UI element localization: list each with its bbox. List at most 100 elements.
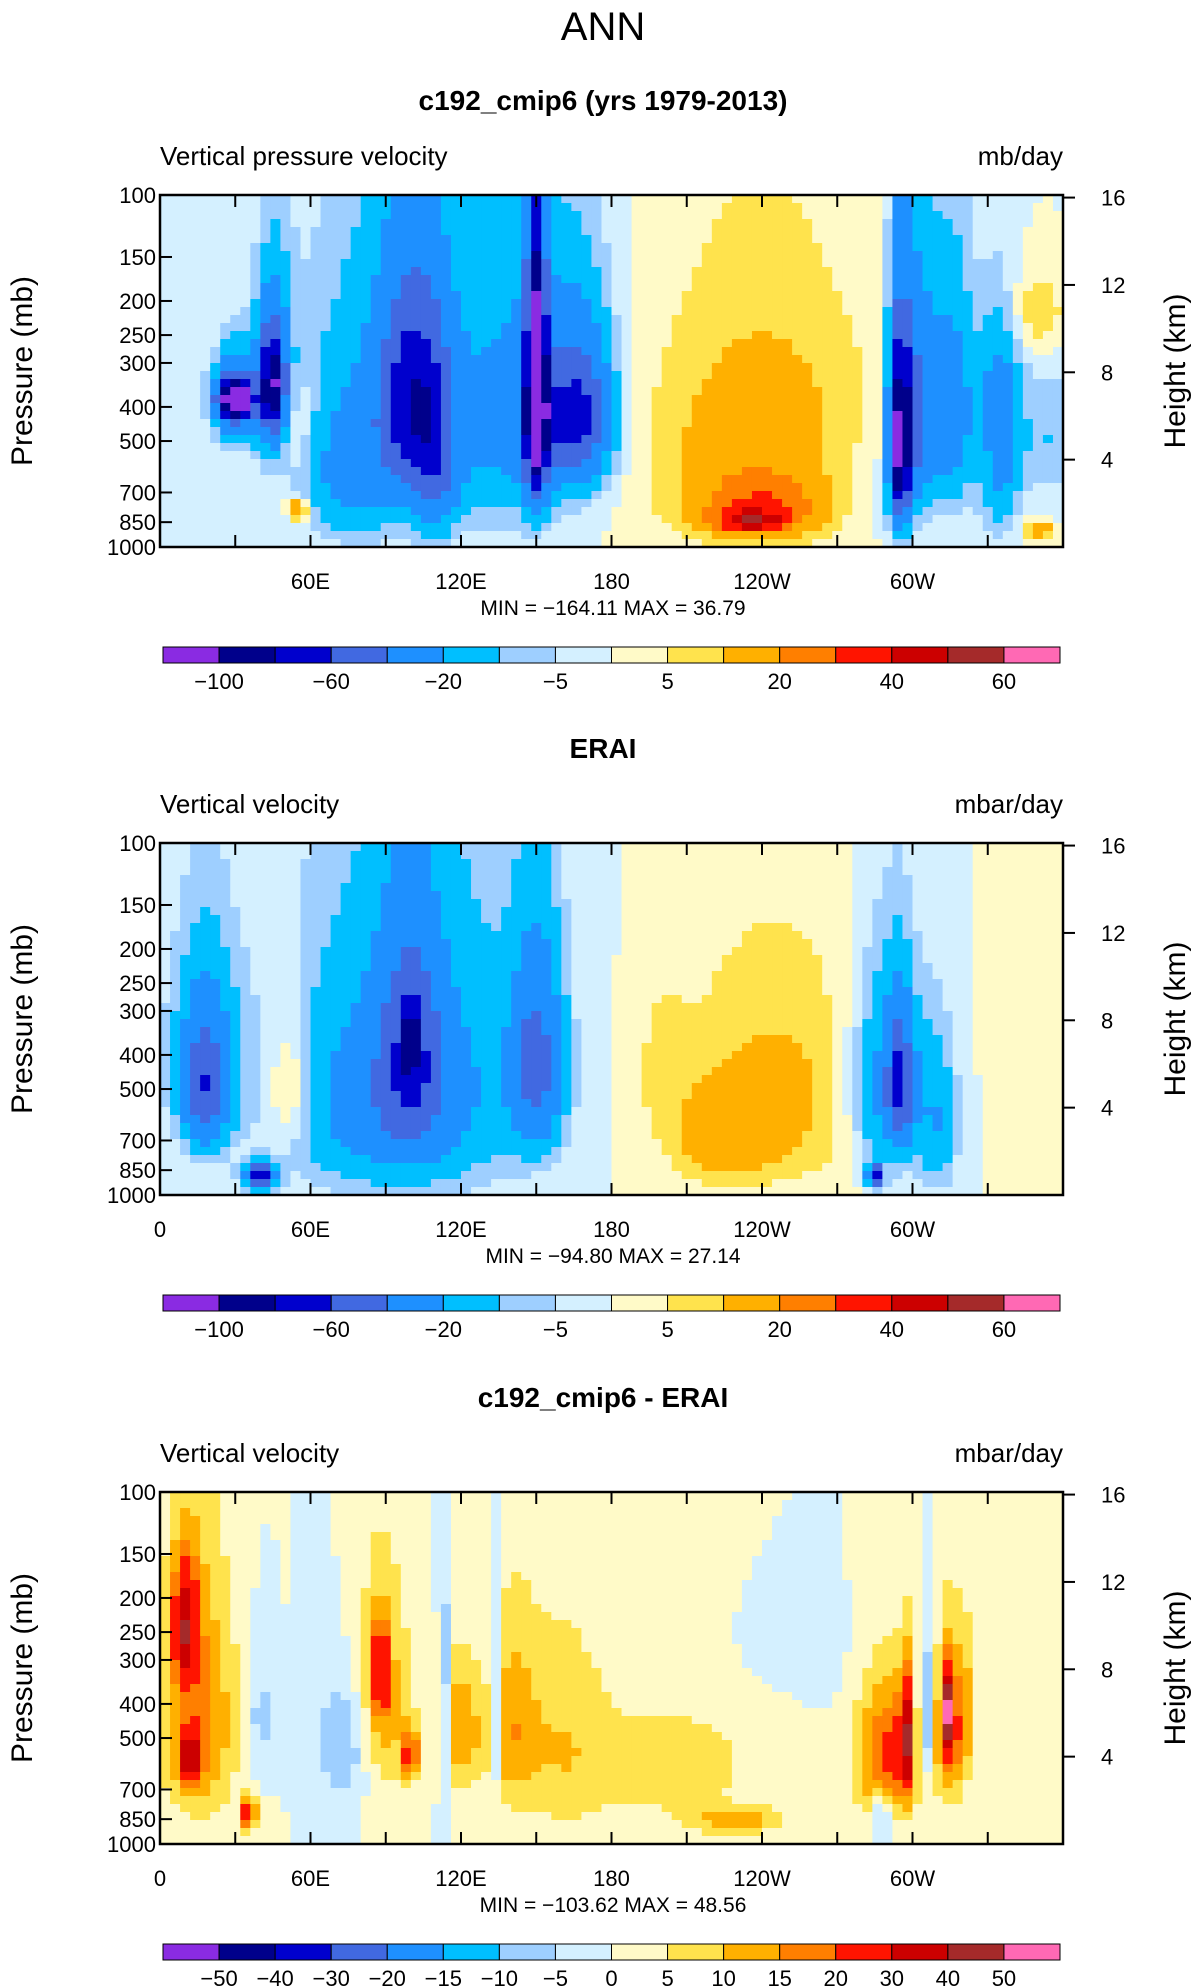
heatmap-cell [741, 227, 753, 236]
heatmap-cell [792, 451, 803, 460]
heatmap-cell [450, 363, 462, 372]
heatmap-cell [471, 915, 482, 924]
heatmap-cell [350, 475, 362, 484]
heatmap-cell [661, 307, 673, 316]
heatmap-cell [511, 427, 522, 436]
heatmap-cell [802, 467, 813, 476]
heatmap-cell [1052, 411, 1064, 420]
heatmap-cell [320, 875, 332, 884]
heatmap-cell [340, 227, 352, 236]
heatmap-cell [531, 339, 542, 348]
heatmap-cell [290, 307, 302, 316]
heatmap-cell [1012, 411, 1024, 420]
heatmap-cell [892, 483, 904, 492]
heatmap-cell [701, 523, 713, 532]
heatmap-cell [962, 291, 974, 300]
heatmap-cell [842, 859, 853, 868]
heatmap-cell [701, 307, 713, 316]
heatmap-cell [250, 235, 261, 244]
heatmap-cell [671, 507, 683, 516]
heatmap-cell [882, 451, 894, 460]
heatmap-cell [631, 307, 643, 316]
heatmap-cell [661, 515, 673, 524]
heatmap-cell [601, 411, 613, 420]
heatmap-cell [782, 451, 793, 460]
heatmap-cell [641, 915, 653, 924]
heatmap-cell [852, 395, 863, 404]
colorbar-label: 20 [767, 669, 791, 694]
heatmap-cell [862, 387, 873, 396]
heatmap-cell [230, 347, 241, 356]
heatmap-cell [892, 299, 904, 308]
heatmap-cell [892, 403, 904, 412]
heatmap-cell [350, 531, 362, 540]
heatmap-cell [782, 203, 793, 212]
heatmap-cell [180, 403, 191, 412]
heatmap-cell [1022, 427, 1034, 436]
heatmap-cell [922, 195, 934, 204]
heatmap-cell [641, 323, 653, 332]
heatmap-cell [471, 219, 482, 228]
heatmap-cell [1022, 243, 1034, 252]
heatmap-cell [1022, 515, 1034, 524]
heatmap-cell [762, 299, 773, 308]
heatmap-cell [862, 531, 873, 540]
heatmap-cell [671, 307, 683, 316]
heatmap-cell [792, 363, 803, 372]
heatmap-cell [370, 907, 382, 916]
heatmap-cell [430, 419, 442, 428]
heatmap-cell [290, 339, 302, 348]
heatmap-cell [300, 275, 312, 284]
heatmap-cell [461, 523, 472, 532]
heatmap-cell [1002, 379, 1014, 388]
heatmap-cell [842, 443, 853, 452]
heatmap-cell [1022, 531, 1034, 540]
heatmap-cell [962, 259, 974, 268]
heatmap-cell [320, 427, 332, 436]
heatmap-cell [912, 387, 924, 396]
heatmap-cell [882, 883, 894, 892]
heatmap-cell [481, 467, 492, 476]
heatmap-cell [792, 219, 803, 228]
heatmap-cell [240, 371, 251, 380]
heatmap-cell [531, 395, 542, 404]
heatmap-cell [160, 219, 171, 228]
heatmap-cell [200, 235, 211, 244]
heatmap-cell [491, 443, 502, 452]
heatmap-cell [631, 523, 643, 532]
heatmap-cell [832, 379, 843, 388]
heatmap-cell [270, 219, 281, 228]
heatmap-cell [521, 307, 532, 316]
heatmap-cell [872, 515, 883, 524]
heatmap-cell [631, 491, 643, 500]
heatmap-cell [250, 219, 261, 228]
heatmap-cell [782, 283, 793, 292]
heatmap-cell [541, 899, 552, 908]
heatmap-cell [390, 851, 402, 860]
heatmap-cell [541, 867, 552, 876]
heatmap-cell [1032, 443, 1044, 452]
heatmap-cell [420, 443, 432, 452]
heatmap-cell [230, 283, 241, 292]
heatmap-cell [972, 427, 984, 436]
heatmap-cell [812, 267, 823, 276]
heatmap-cell [521, 243, 532, 252]
heatmap-cell [701, 467, 713, 476]
heatmap-cell [420, 347, 432, 356]
heatmap-cell [350, 899, 362, 908]
heatmap-cell [741, 483, 753, 492]
heatmap-cell [440, 387, 452, 396]
heatmap-cell [320, 475, 332, 484]
heatmap-cell [812, 483, 823, 492]
heatmap-cell [200, 411, 211, 420]
heatmap-cell [561, 891, 572, 900]
heatmap-cell [982, 411, 994, 420]
heatmap-cell [751, 451, 763, 460]
heatmap-cell [390, 467, 402, 476]
heatmap-cell [1012, 891, 1024, 900]
heatmap-cell [420, 515, 432, 524]
heatmap-cell [260, 395, 271, 404]
heatmap-cell [170, 915, 181, 924]
heatmap-cell [711, 267, 723, 276]
heatmap-cell [611, 219, 623, 228]
